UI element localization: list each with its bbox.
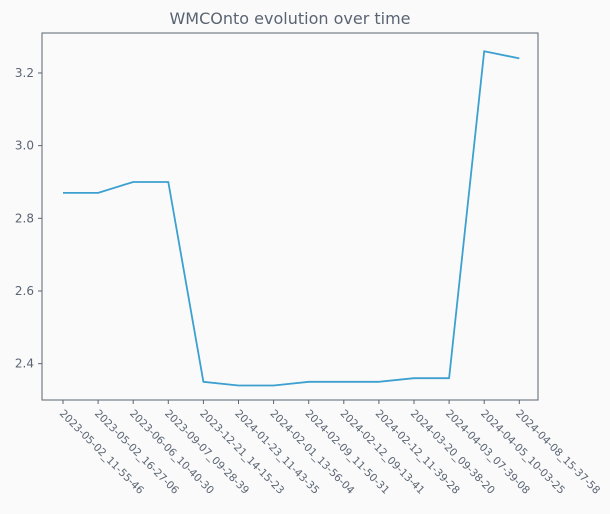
y-tick-label: 3.0 xyxy=(15,139,34,153)
series-line xyxy=(63,50,520,387)
y-tick-label: 2.8 xyxy=(15,211,34,225)
axes-frame xyxy=(41,32,539,401)
y-tick-label: 2.4 xyxy=(15,357,34,371)
chart-title: WMCOnto evolution over time xyxy=(169,9,410,28)
y-tick-label: 2.6 xyxy=(15,284,34,298)
y-tick-label: 3.2 xyxy=(15,66,34,80)
plot-area: 2.42.62.83.03.22023-05-02_11-55-462023-0… xyxy=(15,32,602,497)
